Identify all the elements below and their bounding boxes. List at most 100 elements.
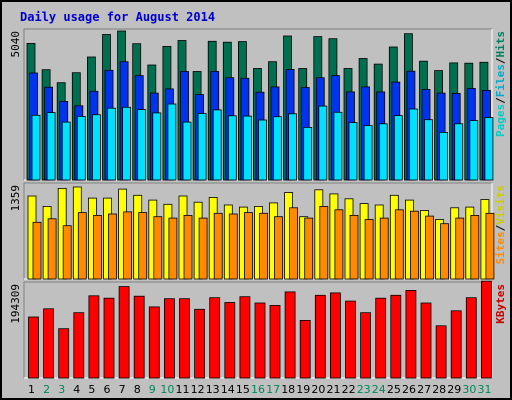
- bar-sites-day-26: [409, 210, 419, 280]
- legend-entry: Hits: [494, 31, 507, 58]
- bar-sites-day-22: [349, 214, 359, 280]
- x-tick-label-day-27: 27: [417, 383, 431, 396]
- x-tick-label-day-24: 24: [372, 383, 386, 396]
- x-tick-label-day-8: 8: [134, 383, 141, 396]
- bar-pages-day-2: [46, 112, 56, 181]
- bar-kbytes-day-18: [284, 291, 296, 379]
- x-tick-label-day-15: 15: [236, 383, 250, 396]
- x-tick-label-day-9: 9: [149, 383, 156, 396]
- bar-pages-day-22: [348, 122, 358, 181]
- bar-pages-day-7: [122, 106, 131, 181]
- x-tick-label-day-6: 6: [104, 383, 111, 396]
- bar-kbytes-day-10: [163, 298, 175, 379]
- legend-entry: Visits: [494, 185, 507, 225]
- x-tick-label-day-28: 28: [432, 383, 446, 396]
- bar-pages-day-19: [303, 127, 313, 181]
- bar-sites-day-18: [289, 207, 299, 280]
- bar-pages-day-11: [182, 121, 192, 181]
- bar-pages-day-14: [227, 115, 237, 181]
- bar-kbytes-day-9: [148, 306, 160, 379]
- bar-sites-day-8: [138, 212, 148, 280]
- bar-pages-day-17: [273, 116, 282, 181]
- bar-kbytes-day-30: [465, 297, 477, 379]
- x-tick-label-day-22: 22: [342, 383, 356, 396]
- bar-pages-day-16: [258, 119, 267, 181]
- bar-kbytes-day-22: [345, 300, 356, 379]
- bar-pages-day-25: [393, 115, 403, 181]
- legend-entry: Sites: [494, 231, 507, 264]
- legend-entry: KBytes: [494, 284, 507, 324]
- bar-pages-day-21: [333, 111, 343, 181]
- bar-sites-day-21: [334, 209, 344, 280]
- x-tick-label-day-29: 29: [447, 383, 461, 396]
- bar-pages-day-28: [439, 131, 449, 181]
- x-tick-label-day-1: 1: [28, 383, 35, 396]
- bar-sites-day-11: [183, 214, 193, 280]
- legend-2: KBytes: [494, 284, 507, 324]
- bar-pages-day-26: [408, 108, 418, 181]
- x-tick-label-day-23: 23: [357, 383, 371, 396]
- bar-pages-day-24: [378, 123, 388, 181]
- bar-kbytes-day-1: [28, 316, 39, 379]
- bar-kbytes-day-26: [405, 289, 417, 379]
- x-tick-label-day-19: 19: [296, 383, 310, 396]
- bar-kbytes-day-28: [435, 325, 447, 379]
- bar-pages-day-20: [318, 105, 328, 181]
- bar-kbytes-day-23: [360, 312, 372, 379]
- bar-kbytes-day-7: [118, 286, 130, 379]
- x-tick-label-day-25: 25: [387, 383, 401, 396]
- bar-pages-day-10: [167, 103, 177, 181]
- y-max-label-2: 194309: [9, 284, 22, 324]
- x-tick-label-day-10: 10: [160, 383, 174, 396]
- bar-pages-day-29: [454, 123, 464, 181]
- x-tick-label-day-20: 20: [311, 383, 325, 396]
- bar-sites-day-17: [274, 216, 283, 280]
- bar-pages-day-5: [92, 114, 101, 181]
- bar-kbytes-day-17: [269, 304, 281, 379]
- bar-sites-day-24: [379, 217, 389, 280]
- x-tick-label-day-4: 4: [73, 383, 80, 396]
- bar-pages-day-15: [242, 115, 252, 181]
- bar-kbytes-day-6: [103, 297, 115, 379]
- bar-kbytes-day-29: [450, 310, 462, 379]
- bar-kbytes-day-8: [133, 295, 145, 379]
- bar-sites-day-27: [425, 215, 434, 280]
- bar-sites-day-4: [77, 212, 87, 280]
- legend-entry: /: [494, 57, 507, 64]
- bar-sites-day-25: [394, 209, 404, 280]
- bar-pages-day-30: [469, 120, 479, 181]
- bar-pages-day-12: [197, 113, 207, 181]
- bar-kbytes-day-16: [254, 302, 266, 379]
- bar-kbytes-day-24: [375, 297, 387, 379]
- bar-kbytes-day-2: [43, 308, 54, 379]
- bar-kbytes-day-5: [88, 295, 100, 379]
- bar-pages-day-3: [61, 121, 71, 181]
- bar-sites-day-29: [455, 217, 465, 280]
- legend-0: Pages/Files/Hits: [494, 31, 507, 137]
- x-tick-label-day-18: 18: [281, 383, 295, 396]
- bar-kbytes-day-15: [239, 296, 251, 379]
- bar-sites-day-14: [228, 213, 238, 280]
- bar-sites-day-5: [93, 214, 102, 280]
- bar-pages-day-18: [288, 113, 298, 181]
- bar-pages-day-4: [76, 116, 86, 181]
- bar-pages-day-6: [107, 107, 116, 181]
- bar-pages-day-8: [137, 109, 147, 181]
- bar-sites-day-10: [168, 217, 178, 280]
- x-tick-label-day-30: 30: [462, 383, 476, 396]
- bar-kbytes-day-25: [390, 294, 402, 379]
- bar-kbytes-day-14: [224, 302, 236, 379]
- x-tick-label-day-12: 12: [191, 383, 205, 396]
- bar-sites-day-31: [485, 212, 495, 280]
- bar-kbytes-day-4: [73, 312, 85, 379]
- x-tick-label-day-21: 21: [327, 383, 341, 396]
- x-tick-label-day-17: 17: [266, 383, 280, 396]
- bar-sites-day-1: [32, 221, 42, 280]
- bar-sites-day-28: [440, 223, 450, 280]
- bar-pages-day-27: [424, 119, 433, 181]
- x-tick-label-day-16: 16: [251, 383, 265, 396]
- x-tick-label-day-26: 26: [402, 383, 416, 396]
- bar-sites-day-12: [198, 217, 208, 280]
- bar-sites-day-20: [319, 205, 329, 280]
